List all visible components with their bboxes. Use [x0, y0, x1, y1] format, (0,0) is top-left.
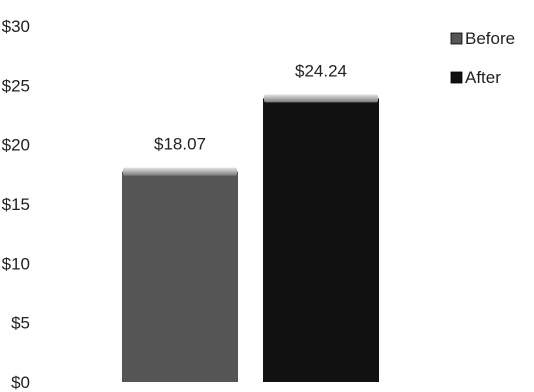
data-labels: $18.07 $24.24 [154, 61, 347, 153]
data-label-after: $24.24 [295, 61, 347, 80]
bar-cap-before [123, 167, 237, 176]
legend-label-after: After [465, 68, 501, 87]
y-axis: $0 $5 $10 $15 $20 $25 $30 [2, 17, 30, 392]
bar-before [122, 171, 238, 382]
bars [122, 94, 379, 383]
y-tick-label: $15 [2, 195, 30, 214]
bar-cap-after [264, 94, 378, 103]
y-tick-label: $25 [2, 76, 30, 95]
y-tick-label: $0 [11, 373, 30, 392]
legend-label-before: Before [465, 29, 515, 48]
legend: Before After [450, 29, 515, 87]
bar-after [263, 98, 379, 383]
y-tick-label: $5 [11, 314, 30, 333]
data-label-before: $18.07 [154, 135, 206, 154]
legend-swatch-before [450, 32, 463, 45]
legend-swatch-after [450, 71, 463, 84]
y-tick-label: $10 [2, 254, 30, 273]
y-tick-label: $20 [2, 136, 30, 155]
y-tick-label: $30 [2, 17, 30, 36]
